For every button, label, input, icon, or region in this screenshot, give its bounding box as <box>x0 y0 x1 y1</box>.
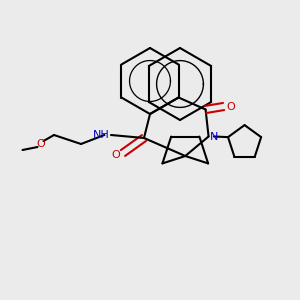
Text: O: O <box>226 101 235 112</box>
Text: O: O <box>111 149 120 160</box>
Text: O: O <box>36 139 45 149</box>
Text: N: N <box>210 131 218 142</box>
Text: NH: NH <box>93 130 110 140</box>
